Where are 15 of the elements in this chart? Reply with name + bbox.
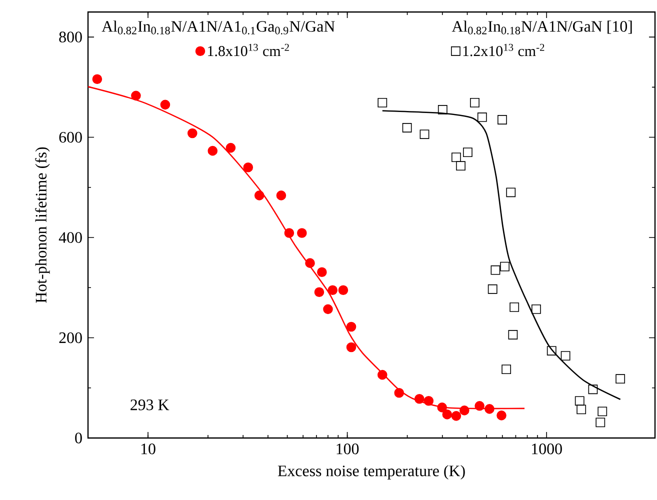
annotation: Al$_{0.82}$In$_{0.18}$N/A1N/GaN [10]	[452, 20, 632, 34]
y-tick-label: 200	[59, 332, 82, 344]
x-tick-label: 10	[141, 444, 156, 454]
annotation: 293 K	[130, 400, 170, 410]
y-tick-label: 0	[75, 432, 82, 444]
legend-label: 1.2x10$^{13}$ cm$^{-2}$	[463, 44, 544, 56]
x-axis-title: Excess noise temperature (K)	[278, 465, 465, 480]
y-tick-label: 800	[59, 32, 82, 42]
legend-label: 1.8x10$^{13}$ cm$^{-2}$	[208, 44, 289, 56]
x-tick-label: 100	[336, 444, 359, 454]
x-tick-label: 1000	[532, 444, 562, 454]
y-axis-title: Hot-phonon lifetime (fs)	[35, 147, 50, 303]
text: Al$_{0.82}$In$_{0.18}$N/A1N/A1$_{0.1}$Ga$_{0.9}$N/GaN	[102, 20, 335, 34]
y-tick-label: 600	[59, 132, 82, 143]
y-tick-label: 400	[58, 232, 82, 243]
